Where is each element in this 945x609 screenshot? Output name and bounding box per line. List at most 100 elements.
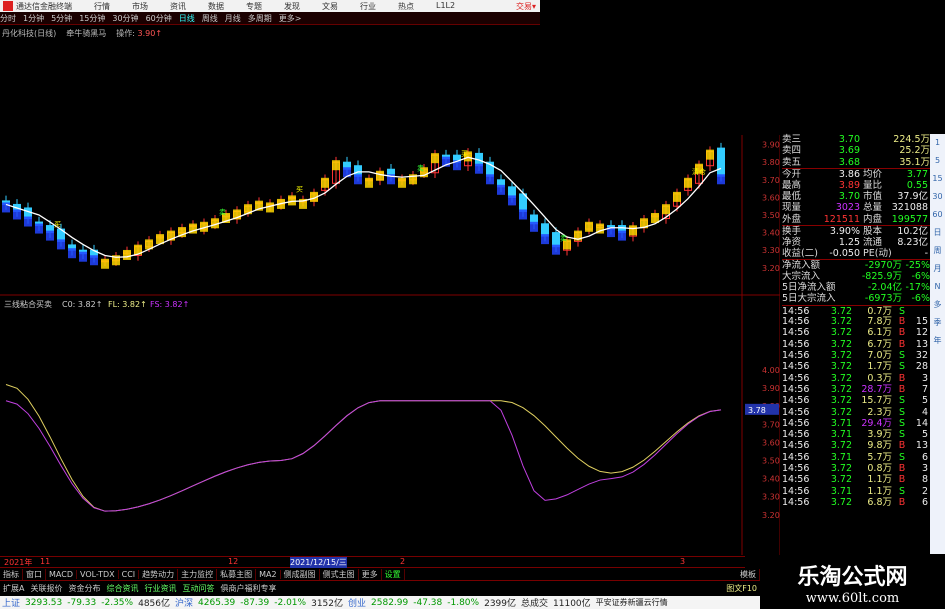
trade-count: 12 [915, 327, 928, 339]
menu-item[interactable]: 市场 [132, 1, 148, 11]
period-shortcut[interactable]: 1 [934, 138, 941, 147]
trend-ribbon [288, 195, 296, 206]
trade-row: 14:56 3.72 7.8万 B 15 [782, 316, 930, 327]
indicator-tab[interactable]: 侧成副图 [281, 569, 320, 580]
period-shortcut[interactable]: 5 [934, 156, 941, 165]
ask-price: 3.70 [838, 134, 860, 145]
index-name[interactable]: 上证 [2, 599, 21, 609]
trade-side: B [898, 338, 906, 350]
stat-label: 最高 [782, 179, 802, 191]
f10-button[interactable]: 图文F10 [726, 583, 757, 593]
trade-price: 3.72 [830, 383, 852, 395]
index-name[interactable]: 沪深 [175, 599, 194, 609]
stat-label: 均价 [863, 169, 883, 181]
index-name[interactable]: 创业 [348, 599, 367, 609]
period-shortcut[interactable]: 月 [933, 264, 942, 273]
trade-volume: 6.8万 [867, 496, 892, 508]
info-tab[interactable]: 资金分布 [68, 583, 101, 593]
stat-label: PE(动) [863, 247, 892, 259]
formula-name[interactable]: 牵牛骑黑马 [66, 29, 107, 38]
period-shortcut[interactable]: 多 [933, 300, 942, 309]
period-shortcut[interactable]: N [934, 282, 941, 291]
period-shortcut[interactable]: 15 [932, 174, 943, 183]
menu-item[interactable]: 数据 [208, 1, 224, 11]
trend-ribbon [508, 195, 516, 206]
stat-value: 1.25 [838, 236, 860, 248]
menu-item[interactable]: 行情 [94, 1, 110, 11]
ask-volume: 35.1万 [899, 156, 930, 168]
stat-value: 37.9亿 [897, 190, 928, 202]
indicator-tab[interactable]: 私募主图 [217, 569, 257, 580]
indicator-name: 三线粘合买卖 [4, 299, 52, 309]
indicator-tab[interactable]: MA2 [256, 570, 281, 579]
indicator-tab[interactable]: 指标 [0, 569, 23, 580]
indicator-tab[interactable]: 更多 [359, 569, 382, 580]
indicator-tab[interactable]: CCI [119, 570, 140, 579]
menu-item[interactable]: 热点 [398, 1, 414, 11]
menu-item[interactable]: L1L2 [436, 0, 456, 10]
indicator-tab[interactable]: MACD [46, 570, 77, 579]
trend-ribbon [442, 156, 450, 167]
info-tab[interactable]: 关联报价 [30, 583, 63, 593]
info-tab[interactable]: 综合资讯 [106, 583, 139, 593]
period-shortcut[interactable]: 季 [933, 318, 942, 327]
period-tab[interactable]: 分时 [0, 13, 16, 23]
kline-chart[interactable]: 3.903.803.703.603.503.403.303.20买卖买卖买卖清仓… [0, 40, 780, 555]
menu-item[interactable]: 专题 [246, 1, 262, 11]
period-tab[interactable]: 日线 [178, 13, 195, 23]
indicator-tab[interactable]: 窗口 [23, 569, 46, 580]
period-tab[interactable]: 60分钟 [145, 13, 172, 23]
menu-item[interactable]: 发现 [284, 1, 300, 11]
period-shortcut[interactable]: 30 [932, 192, 943, 201]
template-button[interactable]: 模板 [737, 569, 760, 580]
app-title: 通达信金融终端 [16, 1, 72, 11]
indicator-tab[interactable]: 侧式主图 [320, 569, 359, 580]
period-tab[interactable]: 30分钟 [112, 13, 139, 23]
flow-label: 5日净流入额 [782, 282, 836, 294]
period-shortcut[interactable]: 年 [933, 336, 942, 345]
trade-time: 14:56 [782, 361, 810, 373]
index-value: 4265.39 [198, 597, 236, 608]
trade-side: S [898, 361, 906, 373]
trade-count: 28 [915, 361, 928, 373]
menu-item[interactable]: 行业 [360, 1, 376, 11]
info-tab[interactable]: 互动问答 [182, 583, 215, 593]
stat-value: 3023 [835, 202, 860, 214]
info-tab[interactable]: 扩展A [3, 583, 25, 593]
period-tab[interactable]: 更多> [278, 13, 302, 23]
indicator-tab[interactable]: 设置 [382, 569, 405, 580]
news-ticker[interactable]: 平安证券新疆云行情 [595, 598, 668, 607]
period-shortcut[interactable]: 周 [933, 246, 942, 255]
indicator-tab[interactable]: 主力监控 [178, 569, 218, 580]
trend-ribbon [101, 258, 109, 269]
indicator-tab[interactable]: VOL-TDX [77, 570, 119, 579]
trend-ribbon [673, 191, 681, 202]
trade-price: 3.72 [830, 316, 852, 328]
menu-item[interactable]: 文易 [322, 1, 338, 11]
period-shortcut[interactable]: 日 [933, 228, 942, 237]
trade-row: 14:56 3.72 28.7万 B 7 [782, 384, 930, 395]
trade-menu[interactable]: 交易▾ [515, 1, 536, 11]
indicator-purple-line [5, 400, 722, 512]
trade-price: 3.72 [830, 327, 852, 339]
period-tab[interactable]: 1分钟 [23, 13, 45, 23]
menu-item[interactable]: 资讯 [170, 1, 186, 11]
info-tab[interactable]: 俱商户福利专享 [220, 583, 277, 593]
period-tab[interactable]: 月线 [224, 13, 241, 23]
period-tab[interactable]: 周线 [201, 13, 218, 23]
ask-label: 卖五 [782, 156, 802, 168]
trade-price: 3.72 [830, 474, 852, 486]
period-tab[interactable]: 多周期 [247, 13, 272, 23]
trade-count: 13 [915, 440, 928, 452]
period-shortcut[interactable]: 60 [932, 210, 943, 219]
period-tab[interactable]: 5分钟 [51, 13, 73, 23]
stat-row: 外盘 121511 内盘 199577 [782, 214, 930, 225]
period-tab[interactable]: 15分钟 [79, 13, 106, 23]
trade-volume: 15.7万 [861, 395, 892, 407]
trade-time: 14:56 [782, 451, 810, 463]
indicator-tab[interactable]: 趋势动力 [139, 569, 179, 580]
stat-label: 净资 [782, 236, 802, 248]
trend-ribbon [332, 160, 340, 171]
trend-ribbon [464, 151, 472, 162]
info-tab[interactable]: 行业资讯 [144, 583, 177, 593]
